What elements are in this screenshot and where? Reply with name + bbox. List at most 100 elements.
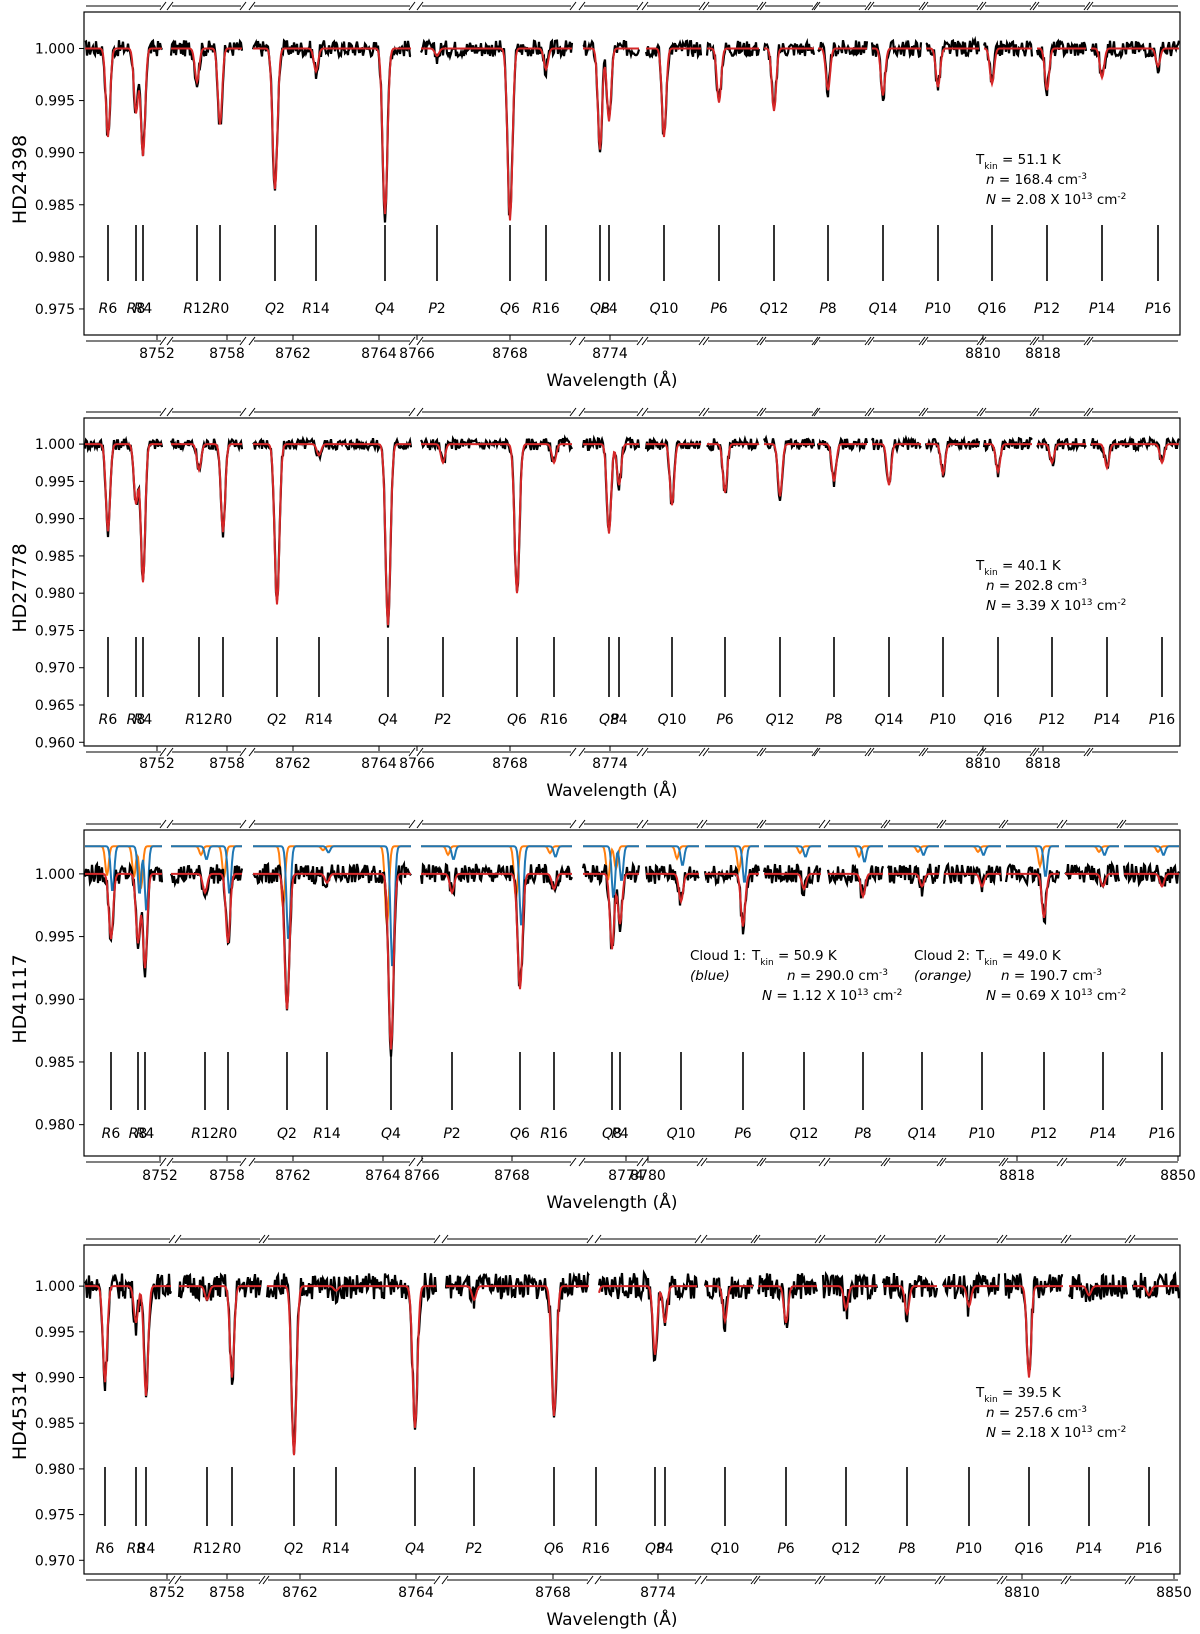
- axis-break-mark: [696, 819, 704, 829]
- axis-break-mark: [248, 819, 256, 829]
- cloud2-model-line: [85, 845, 1179, 926]
- axis-break-mark: [239, 1, 247, 11]
- axis-break-mark: [998, 1157, 1006, 1167]
- axis-break-mark: [811, 336, 819, 346]
- y-axis-label: HD41117: [9, 954, 31, 1043]
- model-fit-line: [85, 872, 1179, 1050]
- axis-break-mark: [976, 747, 984, 757]
- column-density-value: N = 2.18 X 1013 cm-2: [986, 1425, 1126, 1441]
- axis-break-mark: [918, 747, 926, 757]
- panel-HD45314: 0.970 0.975 0.980 0.985 0.990 0.995 1.000 HD453…: [9, 1234, 1192, 1630]
- line-label-P2: P2: [443, 1126, 460, 1142]
- line-label-P4: P4: [656, 1541, 673, 1557]
- line-label-R16: R16: [582, 1541, 610, 1557]
- axis-break-mark: [702, 1, 710, 11]
- axis-break-mark: [166, 407, 174, 417]
- axis-break-mark: [174, 1575, 182, 1585]
- line-label-Q6: Q6: [507, 712, 527, 728]
- line-label-Q14: Q14: [875, 712, 904, 728]
- line-label-P16: P16: [1136, 1541, 1162, 1557]
- y-tick-label: 1.000: [35, 867, 75, 883]
- axis-break-mark: [979, 336, 987, 346]
- x-tick-label: 8810: [965, 756, 1001, 772]
- line-label-Q4: Q4: [405, 1541, 425, 1557]
- axis-break-mark: [569, 1157, 577, 1167]
- axis-break-mark: [1119, 1157, 1127, 1167]
- axis-break-mark: [698, 747, 706, 757]
- axis-break-mark: [996, 1575, 1004, 1585]
- axis-break-mark: [641, 1, 649, 11]
- line-label-P10: P10: [969, 1126, 995, 1142]
- line-label-Q4: Q4: [381, 1126, 401, 1142]
- axis-break-mark: [702, 336, 710, 346]
- x-tick-label: 8818: [999, 1168, 1035, 1184]
- axis-break-mark: [636, 819, 644, 829]
- y-tick-label: 0.965: [35, 698, 75, 714]
- axis-break-mark: [166, 747, 174, 757]
- axis-break-mark: [1064, 1575, 1072, 1585]
- axis-break-mark: [759, 747, 767, 757]
- cloud2-density: n = 190.7 cm-3: [1001, 968, 1102, 984]
- axis-break-mark: [1032, 407, 1040, 417]
- axis-break-mark: [569, 819, 577, 829]
- axis-break-mark: [918, 336, 926, 346]
- axis-break-mark: [921, 747, 929, 757]
- axis-break-mark: [569, 407, 577, 417]
- axes-frame: [83, 829, 1181, 1157]
- x-tick-label: 8762: [275, 346, 311, 362]
- y-tick-label: 0.985: [35, 1416, 75, 1432]
- axis-break-mark: [818, 1234, 826, 1244]
- x-tick-label: 8818: [1025, 346, 1061, 362]
- model-fit-line: [85, 443, 1179, 626]
- axes-frame: [83, 11, 1181, 336]
- axis-break-mark: [569, 1, 577, 11]
- x-tick-label: 8758: [209, 1585, 245, 1601]
- y-tick-label: 1.000: [35, 437, 75, 453]
- axis-break-mark: [1083, 336, 1091, 346]
- x-tick-label: 8818: [1025, 756, 1061, 772]
- line-label-R14: R14: [305, 712, 333, 728]
- axis-break-mark: [1083, 747, 1091, 757]
- line-label-Q14: Q14: [908, 1126, 937, 1142]
- axis-break-mark: [159, 747, 167, 757]
- axis-break-mark: [594, 1234, 602, 1244]
- axis-break-mark: [636, 1157, 644, 1167]
- x-tick-label: 8774: [592, 346, 628, 362]
- axis-break-mark: [864, 1, 872, 11]
- axis-break-mark: [811, 1, 819, 11]
- line-label-P6: P6: [716, 712, 733, 728]
- line-label-Q2: Q2: [267, 712, 287, 728]
- axis-break-mark: [641, 819, 649, 829]
- cloud1-model-line: [85, 845, 1179, 967]
- x-axis-label: Wavelength (Å): [546, 369, 677, 391]
- axis-break-mark: [433, 1575, 441, 1585]
- x-tick-label: 8810: [965, 346, 1001, 362]
- x-tick-label: 8774: [592, 756, 628, 772]
- x-tick-label: 8774: [640, 1585, 676, 1601]
- axis-break-mark: [408, 1157, 416, 1167]
- axis-break-mark: [166, 336, 174, 346]
- line-label-Q12: Q12: [760, 301, 789, 317]
- axis-break-mark: [934, 1234, 942, 1244]
- axis-break-mark: [823, 819, 831, 829]
- axis-break-mark: [416, 819, 424, 829]
- line-label-P8: P8: [898, 1541, 915, 1557]
- axis-break-mark: [1124, 1234, 1132, 1244]
- axis-break-mark: [813, 747, 821, 757]
- line-label-Q12: Q12: [766, 712, 795, 728]
- axis-break-mark: [864, 747, 872, 757]
- y-axis-label: HD27778: [9, 543, 31, 632]
- x-tick-label: 8764: [365, 1168, 401, 1184]
- line-label-P14: P14: [1090, 1126, 1116, 1142]
- line-label-P6: P6: [710, 301, 727, 317]
- line-label-Q8: Q8: [590, 301, 610, 317]
- y-tick-label: 0.985: [35, 198, 75, 214]
- axis-break-mark: [811, 747, 819, 757]
- axis-break-mark: [759, 819, 767, 829]
- axis-break-mark: [867, 407, 875, 417]
- line-label-R16: R16: [540, 712, 568, 728]
- axis-break-mark: [1128, 1575, 1136, 1585]
- axis-break-mark: [1086, 1, 1094, 11]
- axis-break-mark: [1086, 336, 1094, 346]
- axis-break-mark: [979, 1, 987, 11]
